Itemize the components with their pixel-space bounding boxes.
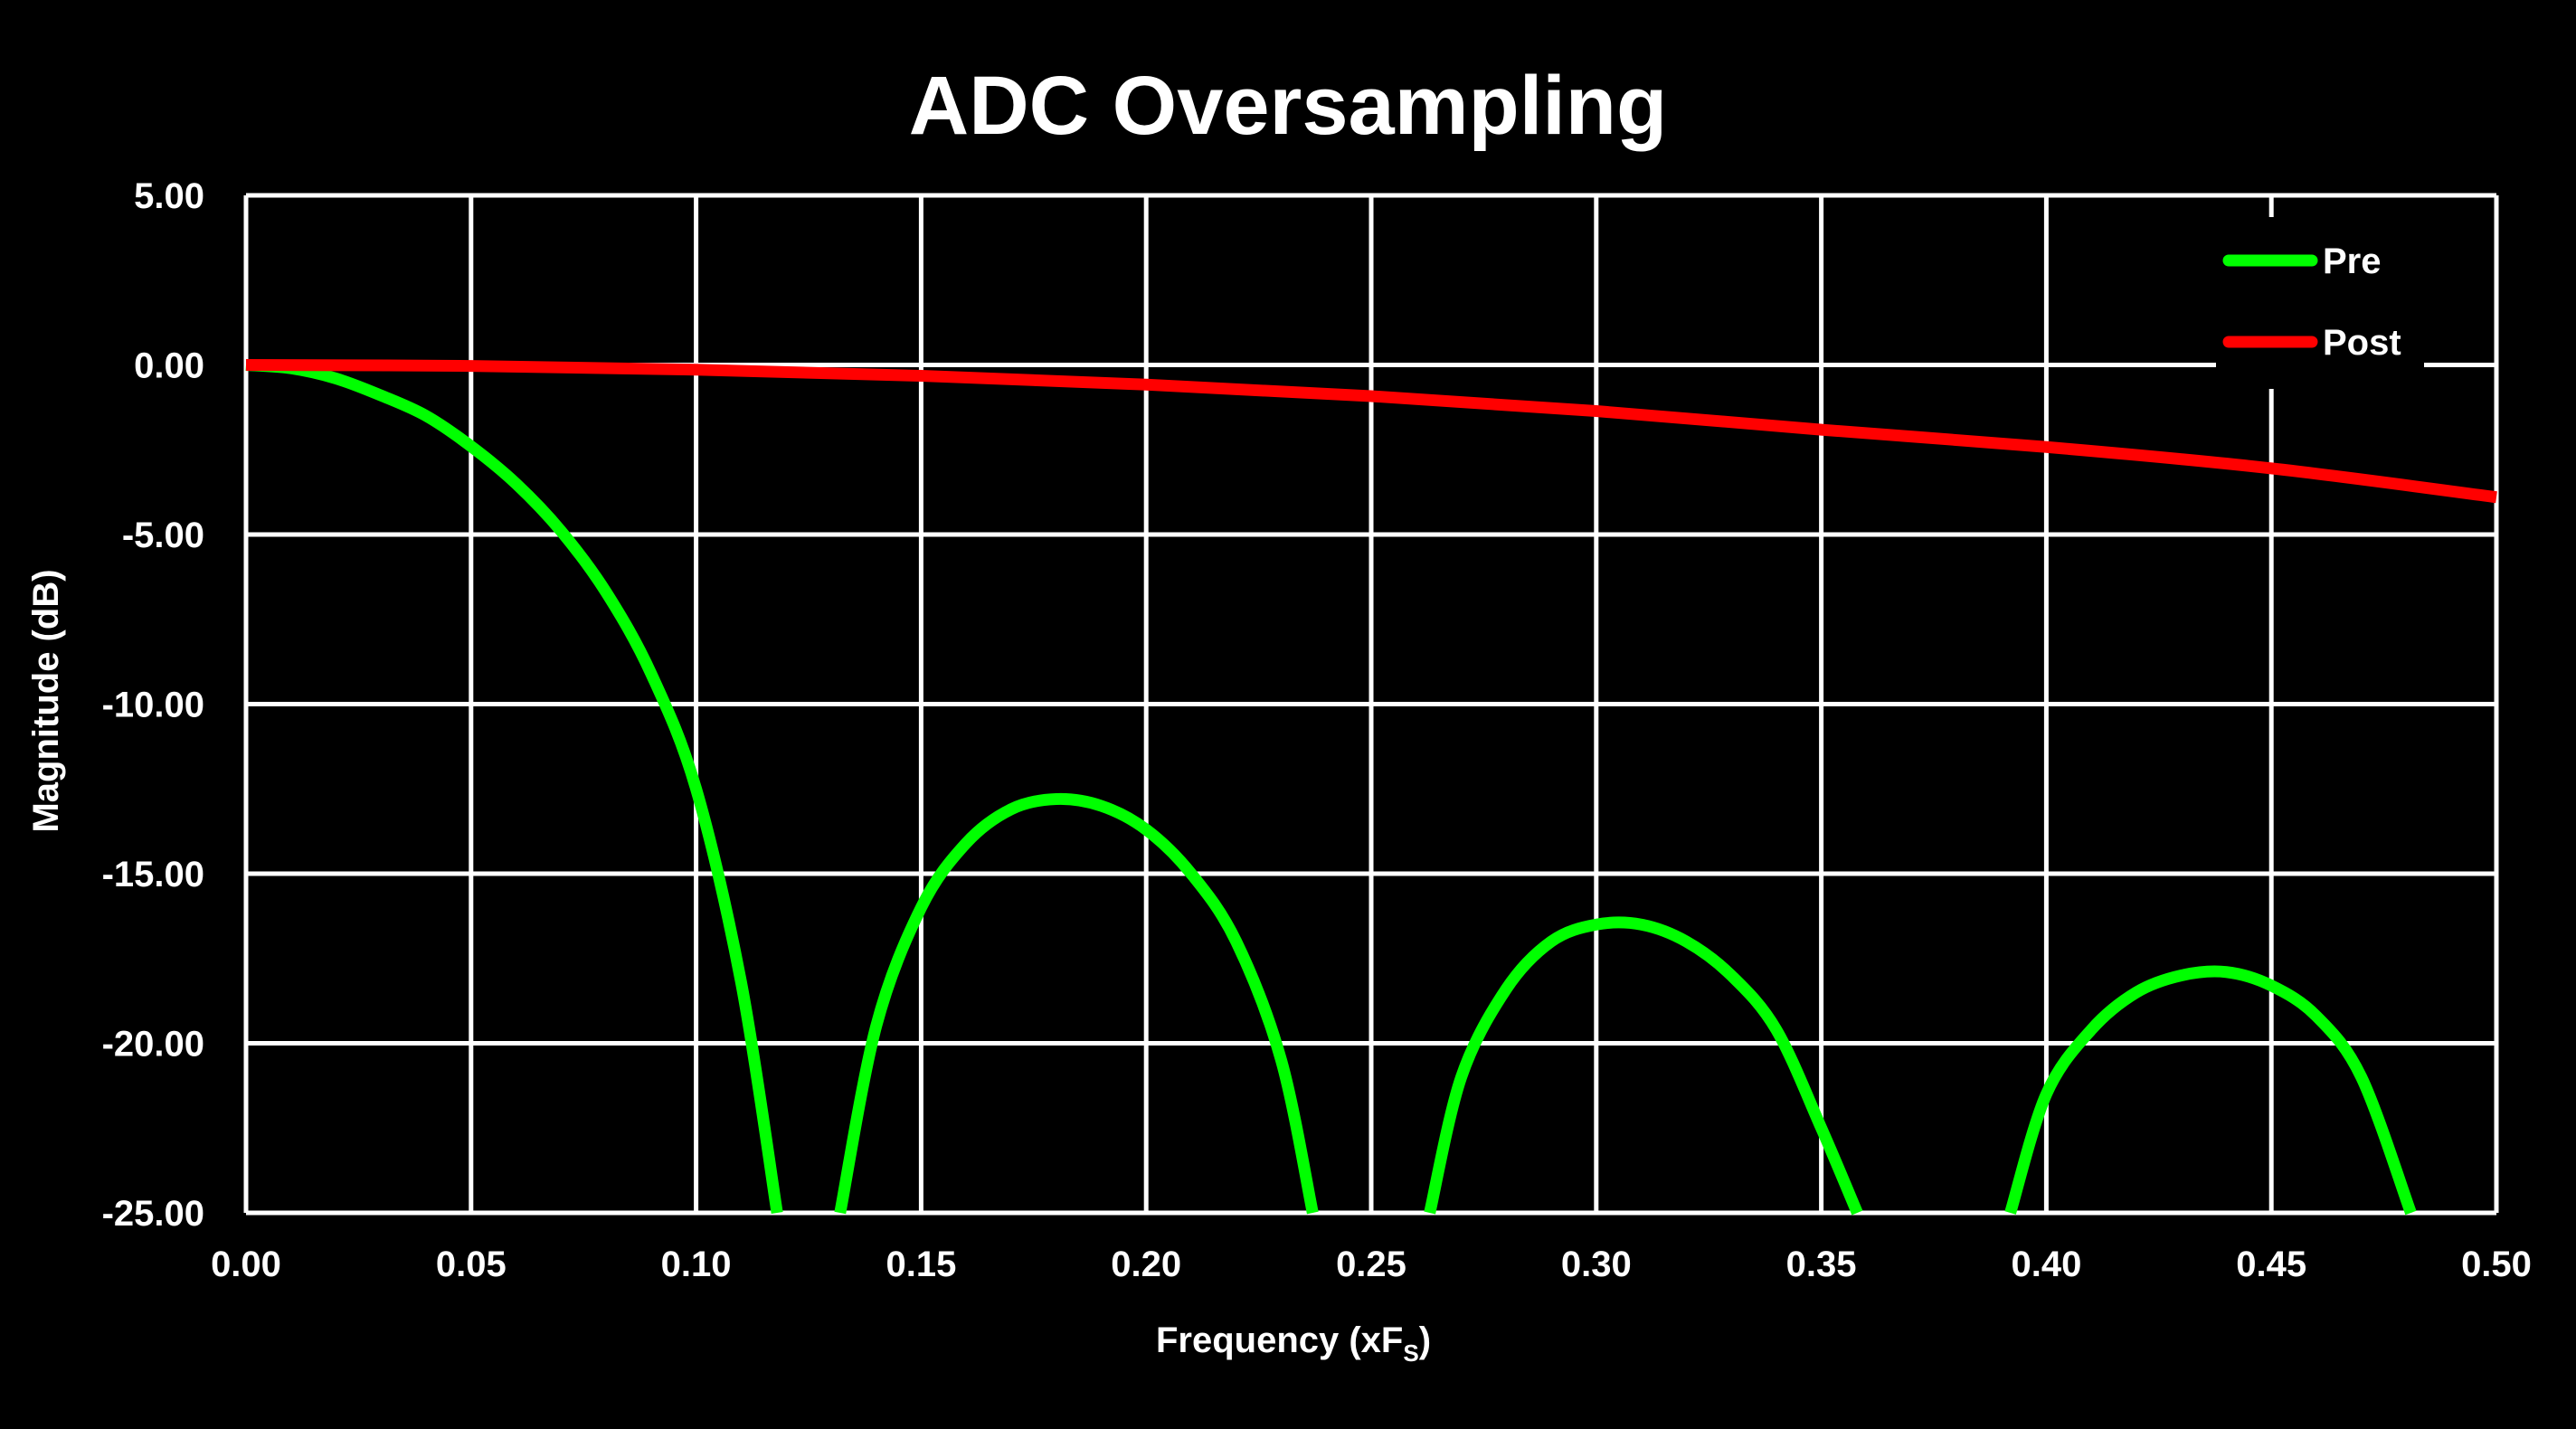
x-tick-label: 0.15: [886, 1244, 956, 1284]
y-tick-label: -15.00: [102, 855, 204, 894]
x-tick-label: 0.10: [661, 1244, 732, 1284]
chart-title: ADC Oversampling: [909, 60, 1667, 152]
x-axis-label-subscript: S: [1403, 1339, 1418, 1367]
y-tick-label: 0.00: [134, 346, 204, 386]
x-axis-label: Frequency (xFS): [1156, 1320, 1431, 1367]
x-tick-label: 0.35: [1786, 1244, 1857, 1284]
legend: Pre Post: [2216, 217, 2424, 389]
x-axis-label-end: ): [1419, 1320, 1431, 1360]
legend-label-post: Post: [2323, 323, 2401, 363]
x-tick-label: 0.00: [211, 1244, 281, 1284]
legend-label-pre: Pre: [2323, 241, 2382, 281]
x-tick-label: 0.50: [2461, 1244, 2532, 1284]
x-axis-label-main: Frequency (xF: [1156, 1320, 1403, 1360]
x-tick-label: 0.25: [1336, 1244, 1406, 1284]
x-tick-label: 0.40: [2011, 1244, 2081, 1284]
plot-area: [245, 359, 2497, 1216]
y-axis-ticks: 5.00 0.00 -5.00 -10.00 -15.00 -20.00 -25.00: [102, 176, 204, 1234]
legend-background: [2216, 217, 2424, 389]
x-tick-label: 0.30: [1561, 1244, 1632, 1284]
y-tick-label: -10.00: [102, 686, 204, 725]
series-line-pre: [834, 792, 1319, 1215]
y-tick-label: -25.00: [102, 1194, 204, 1234]
x-tick-label: 0.20: [1111, 1244, 1181, 1284]
x-tick-label: 0.05: [436, 1244, 507, 1284]
y-tick-label: 5.00: [134, 176, 204, 216]
y-tick-label: -5.00: [122, 516, 204, 555]
series-line-post: [245, 359, 2497, 504]
series-line-pre: [1424, 916, 1863, 1216]
y-tick-label: -20.00: [102, 1025, 204, 1065]
y-axis-label: Magnitude (dB): [26, 569, 66, 832]
x-axis-ticks: 0.00 0.05 0.10 0.15 0.20 0.25 0.30 0.35 0.40 0.45…: [211, 1244, 2532, 1284]
series-line-pre: [245, 359, 783, 1215]
series-line-pre: [2004, 965, 2417, 1216]
x-tick-label: 0.45: [2236, 1244, 2306, 1284]
